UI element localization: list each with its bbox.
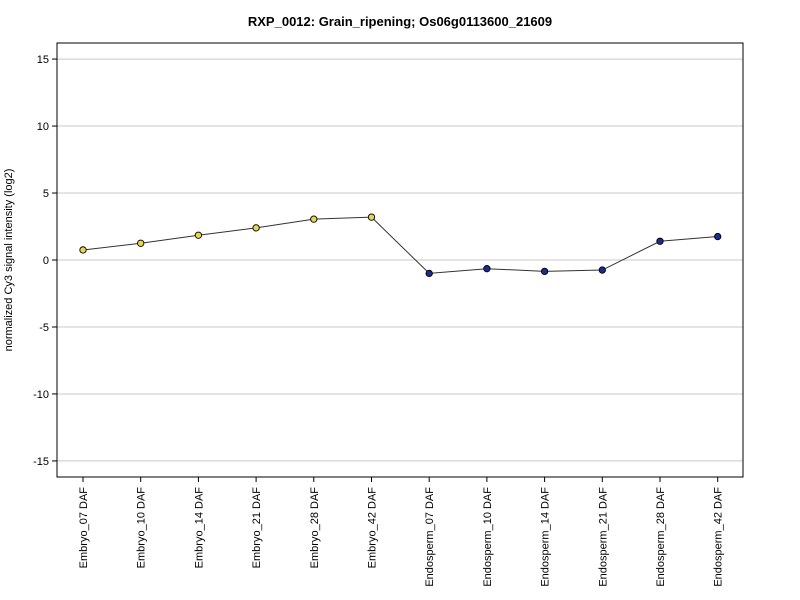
data-point	[714, 232, 722, 241]
x-tick-label: Endosperm_07 DAF	[424, 487, 436, 587]
data-point	[656, 237, 664, 245]
data-points	[79, 213, 722, 278]
x-tick-label: Embryo_07 DAF	[78, 487, 90, 569]
chart-title: RXP_0012: Grain_ripening; Os06g0113600_2…	[248, 14, 552, 29]
y-tick-label: -5	[39, 322, 49, 334]
data-point	[483, 265, 491, 273]
data-point	[79, 246, 87, 254]
data-point	[252, 224, 260, 232]
x-axis: Embryo_07 DAF Embryo_10 DAF Embryo_14 DAF E…	[78, 477, 725, 587]
x-tick-label: Embryo_42 DAF	[367, 487, 379, 569]
data-point	[367, 213, 376, 221]
x-tick-label: Endosperm_14 DAF	[540, 487, 552, 587]
x-tick-label: Endosperm_10 DAF	[482, 487, 494, 587]
y-tick-label: 15	[37, 54, 49, 66]
data-point	[598, 266, 606, 274]
y-tick-label: 10	[37, 121, 49, 133]
data-point	[310, 215, 318, 223]
grid-lines	[57, 58, 743, 462]
y-axis: -15 -10 -5 0 5 10 15	[33, 54, 57, 468]
y-axis-label: normalized Cy3 signal intensity (log2)	[3, 169, 15, 352]
data-point	[540, 267, 549, 276]
data-point	[194, 231, 203, 239]
y-tick-label: -10	[33, 389, 49, 401]
y-tick-label: 0	[43, 255, 49, 267]
series-polyline	[82, 216, 718, 274]
x-tick-label: Embryo_21 DAF	[251, 487, 263, 569]
x-tick-label: Endosperm_21 DAF	[597, 487, 609, 587]
series-line	[82, 216, 718, 274]
x-tick-label: Endosperm_28 DAF	[655, 487, 667, 587]
x-tick-label: Endosperm_42 DAF	[713, 487, 725, 587]
y-tick-label: 5	[43, 188, 49, 200]
x-tick-label: Embryo_10 DAF	[136, 487, 148, 569]
y-tick-label: -15	[33, 456, 49, 468]
x-tick-label: Embryo_14 DAF	[193, 487, 205, 569]
data-point	[425, 269, 433, 278]
data-point	[137, 239, 145, 247]
x-tick-label: Embryo_28 DAF	[309, 487, 321, 569]
